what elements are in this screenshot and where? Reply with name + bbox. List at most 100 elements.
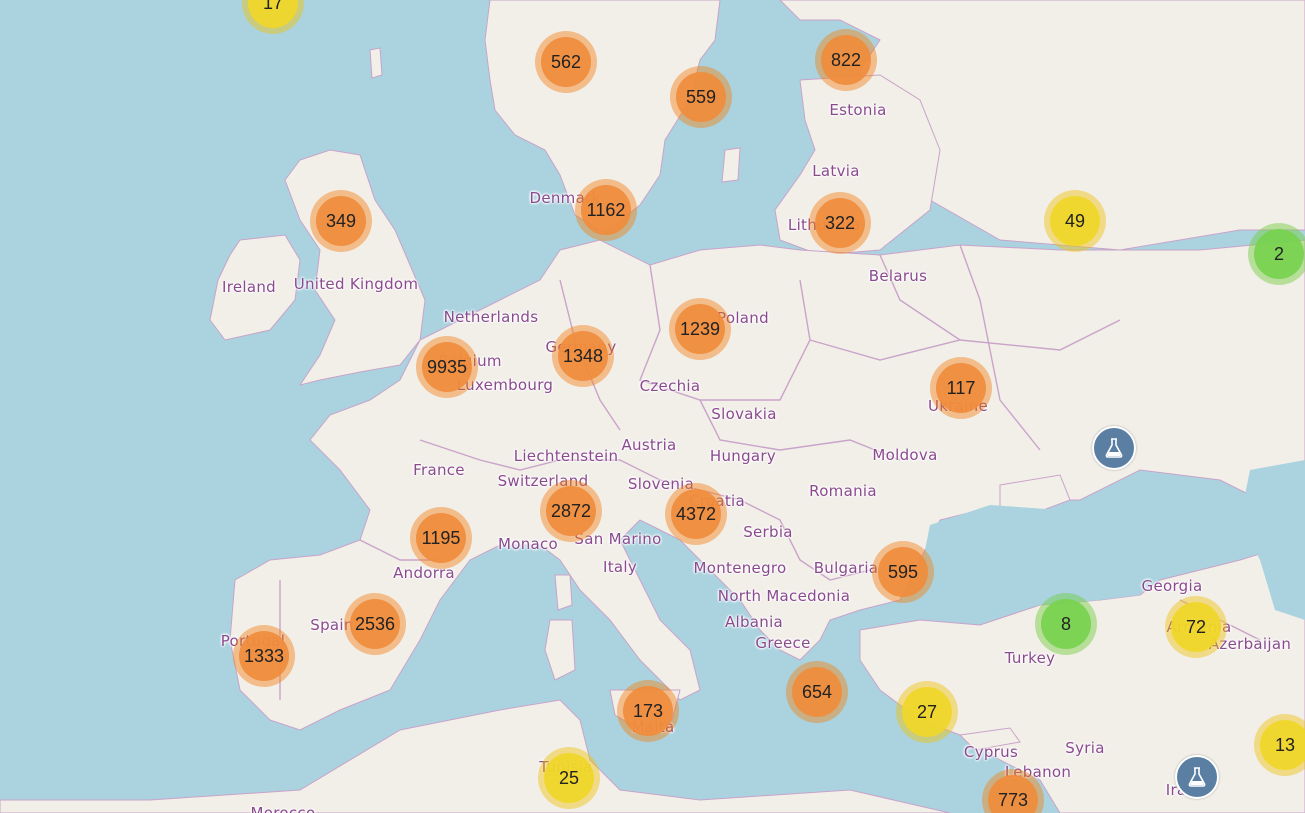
label-italy: Italy <box>602 558 638 576</box>
cluster-marker[interactable]: 349 <box>310 190 372 252</box>
cluster-count: 173 <box>623 686 673 736</box>
cluster-count: 117 <box>936 363 986 413</box>
label-france: France <box>413 461 465 479</box>
label-romania: Romania <box>809 482 877 500</box>
cluster-marker[interactable]: 72 <box>1165 596 1227 658</box>
cluster-count: 1333 <box>239 631 289 681</box>
label-liechtenstein: Liechtenstein <box>513 447 619 465</box>
label-serbia: Serbia <box>743 523 793 541</box>
label-poland: Poland <box>717 309 769 327</box>
cluster-count: 595 <box>878 547 928 597</box>
cluster-marker[interactable]: 2872 <box>540 480 602 542</box>
cluster-marker[interactable]: 654 <box>786 661 848 723</box>
cluster-marker[interactable]: 1239 <box>669 298 731 360</box>
cluster-marker[interactable]: 25 <box>538 747 600 809</box>
label-austria: Austria <box>621 436 677 454</box>
label-luxembourg: Luxembourg <box>456 376 554 394</box>
label-andorra: Andorra <box>393 564 455 582</box>
cluster-count: 654 <box>792 667 842 717</box>
label-georgia: Georgia <box>1141 577 1203 595</box>
cluster-marker[interactable]: 322 <box>809 192 871 254</box>
cluster-count: 49 <box>1050 196 1100 246</box>
cluster-marker[interactable]: 8 <box>1035 593 1097 655</box>
label-hungary: Hungary <box>709 447 777 465</box>
label-switzerland: Switzerland <box>497 472 589 490</box>
cluster-count: 8 <box>1041 599 1091 649</box>
cluster-count: 17 <box>248 0 298 28</box>
flask-icon <box>1188 767 1206 787</box>
land-north-africa <box>0 699 951 813</box>
land-continent <box>229 239 1305 731</box>
cluster-marker[interactable]: 2 <box>1248 223 1305 285</box>
cluster-count: 9935 <box>422 342 472 392</box>
cluster-marker[interactable]: 1333 <box>233 625 295 687</box>
cluster-count: 1195 <box>416 513 466 563</box>
cluster-count: 322 <box>815 198 865 248</box>
label-czechia: Czechia <box>639 377 701 395</box>
cluster-count: 2 <box>1254 229 1304 279</box>
label-monaco: Monaco <box>497 535 559 553</box>
label-syria: Syria <box>1065 739 1105 757</box>
cluster-marker[interactable]: 9935 <box>416 336 478 398</box>
label-morocco: Morocco <box>250 804 316 813</box>
label-latvia: Latvia <box>812 162 860 180</box>
label-san-marino: San Marino <box>574 530 662 548</box>
cluster-marker[interactable]: 773 <box>982 769 1044 813</box>
cluster-marker[interactable]: 1348 <box>552 325 614 387</box>
label-spain: Spain <box>310 616 354 634</box>
label-turkey: Turkey <box>1004 649 1056 667</box>
cluster-marker[interactable]: 1162 <box>575 179 637 241</box>
cluster-count: 1162 <box>581 185 631 235</box>
cluster-marker[interactable]: 2536 <box>344 593 406 655</box>
label-ireland: Ireland <box>222 278 276 296</box>
lab-marker[interactable] <box>1092 426 1136 470</box>
cluster-marker[interactable]: 1195 <box>410 507 472 569</box>
cluster-count: 1239 <box>675 304 725 354</box>
cluster-count: 822 <box>821 35 871 85</box>
cluster-count: 562 <box>541 37 591 87</box>
cluster-marker[interactable]: 4372 <box>665 483 727 545</box>
land-sardinia <box>544 619 576 681</box>
label-moldova: Moldova <box>872 446 938 464</box>
black-sea <box>920 500 1150 620</box>
label-cyprus: Cyprus <box>963 743 1019 761</box>
label-estonia: Estonia <box>829 101 887 119</box>
label-azerbaijan: Azerbaijan <box>1208 635 1292 653</box>
label-belarus: Belarus <box>868 267 928 285</box>
cluster-count: 1348 <box>558 331 608 381</box>
flask-icon <box>1105 438 1123 458</box>
label-albania: Albania <box>724 613 784 631</box>
land-gotland <box>721 147 741 183</box>
cluster-count: 773 <box>988 775 1038 813</box>
label-netherlands: Netherlands <box>443 308 539 326</box>
cluster-count: 2872 <box>546 486 596 536</box>
land-ireland <box>209 234 301 341</box>
cluster-marker[interactable]: 562 <box>535 31 597 93</box>
label-bulgaria: Bulgaria <box>813 559 879 577</box>
cluster-marker[interactable]: 49 <box>1044 190 1106 252</box>
label-north-macedonia: North Macedonia <box>717 587 851 605</box>
cluster-marker[interactable]: 173 <box>617 680 679 742</box>
cluster-count: 349 <box>316 196 366 246</box>
cluster-count: 27 <box>902 687 952 737</box>
label-greece: Greece <box>755 634 811 652</box>
cluster-marker[interactable]: 117 <box>930 357 992 419</box>
cluster-count: 4372 <box>671 489 721 539</box>
land-cyprus <box>958 727 1021 751</box>
lab-marker[interactable] <box>1175 755 1219 799</box>
label-united-kingdom: United Kingdom <box>293 275 419 293</box>
cluster-count: 559 <box>676 72 726 122</box>
land-corsica <box>554 574 573 611</box>
land-faroes <box>369 47 383 79</box>
cluster-marker[interactable]: 13 <box>1254 714 1305 776</box>
cluster-count: 2536 <box>350 599 400 649</box>
cluster-marker[interactable]: 595 <box>872 541 934 603</box>
label-slovenia: Slovenia <box>627 475 695 493</box>
cluster-count: 13 <box>1260 720 1305 770</box>
cluster-marker[interactable]: 559 <box>670 66 732 128</box>
cluster-marker[interactable]: 27 <box>896 681 958 743</box>
cluster-marker[interactable]: 822 <box>815 29 877 91</box>
cluster-count: 25 <box>544 753 594 803</box>
